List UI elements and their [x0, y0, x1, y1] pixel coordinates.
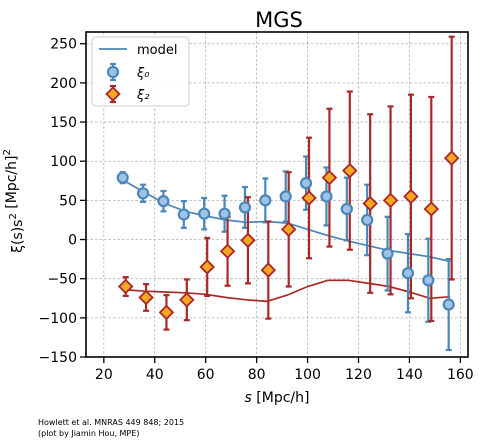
y-tick-label: 200 [50, 76, 77, 92]
y-tick-label: 0 [68, 233, 77, 249]
legend-label-xi2: ξ₂ [136, 88, 149, 103]
marker-xi2 [179, 292, 195, 308]
marker-xi0 [401, 267, 415, 280]
marker-xi0 [381, 247, 394, 260]
marker-xi2 [342, 162, 358, 179]
model-line-xi2 [124, 279, 451, 303]
marker-xi0 [340, 202, 353, 216]
legend-box [91, 36, 190, 107]
marker-xi0 [177, 208, 190, 221]
marker-xi2 [403, 188, 419, 205]
x-axis-label: s [Mpc/h] [245, 390, 310, 406]
marker-xi0 [218, 207, 231, 220]
y-tick-label: 150 [50, 115, 77, 131]
x-tick-label: 160 [447, 367, 474, 383]
marker-xi0 [279, 190, 292, 203]
marker-xi2 [158, 304, 175, 321]
legend: model ξ₀ ξ₂ [91, 36, 190, 107]
marker-xi2 [362, 195, 378, 212]
chart-title: MGS [255, 8, 303, 32]
legend-marker-xi0 [106, 65, 120, 79]
y-tick-label: 50 [59, 193, 77, 209]
markers [116, 150, 460, 321]
x-tick-label: 120 [345, 367, 372, 383]
x-tick-label: 100 [294, 367, 321, 383]
y-tick-label: −150 [39, 350, 77, 366]
x-tick-label: 20 [95, 367, 113, 383]
marker-xi2 [260, 262, 277, 278]
marker-xi2 [199, 259, 215, 275]
x-tick-label: 140 [396, 367, 423, 383]
marker-xi0 [198, 207, 211, 220]
axis-ticks: 20 40 60 80 100 120 140 160 −150 −100 −50 0 50 100 150… [39, 37, 474, 383]
y-axis-label: ξ(s)s2 [Mpc/h]2 [2, 149, 26, 253]
marker-xi2 [117, 278, 134, 295]
marker-xi2 [443, 150, 460, 166]
legend-marker-xi2 [105, 86, 121, 102]
y-tick-label: 100 [50, 154, 77, 170]
marker-xi2 [382, 192, 399, 209]
marker-xi0 [157, 195, 170, 208]
marker-xi2 [280, 221, 297, 238]
legend-label-model: model [137, 43, 177, 58]
marker-xi0 [422, 274, 435, 287]
marker-xi2 [321, 169, 338, 186]
marker-xi2 [301, 190, 317, 206]
marker-xi0 [136, 187, 150, 200]
y-tick-label: −100 [39, 311, 77, 327]
marker-xi0 [116, 171, 129, 184]
legend-label-xi0: ξ₀ [136, 66, 150, 81]
marker-xi0 [259, 194, 272, 207]
marker-xi0 [442, 298, 455, 311]
marker-xi2 [240, 232, 256, 249]
marker-xi0 [361, 213, 374, 227]
x-tick-label: 60 [197, 367, 215, 383]
credit-line-2: (plot by Jiamin Hou, MPE) [38, 429, 140, 438]
marker-xi2 [138, 289, 154, 306]
x-tick-label: 40 [146, 367, 164, 383]
y-tick-label: 250 [50, 37, 77, 53]
credit-line-1: Howlett et al. MNRAS 449 848; 2015 [38, 418, 185, 427]
plot-frame [85, 31, 469, 358]
marker-xi0 [299, 177, 313, 190]
marker-xi0 [320, 190, 333, 203]
marker-xi2 [219, 243, 236, 260]
x-tick-label: 80 [248, 367, 266, 383]
marker-xi0 [238, 201, 252, 214]
marker-xi2 [423, 201, 440, 217]
y-tick-label: −50 [47, 272, 77, 288]
